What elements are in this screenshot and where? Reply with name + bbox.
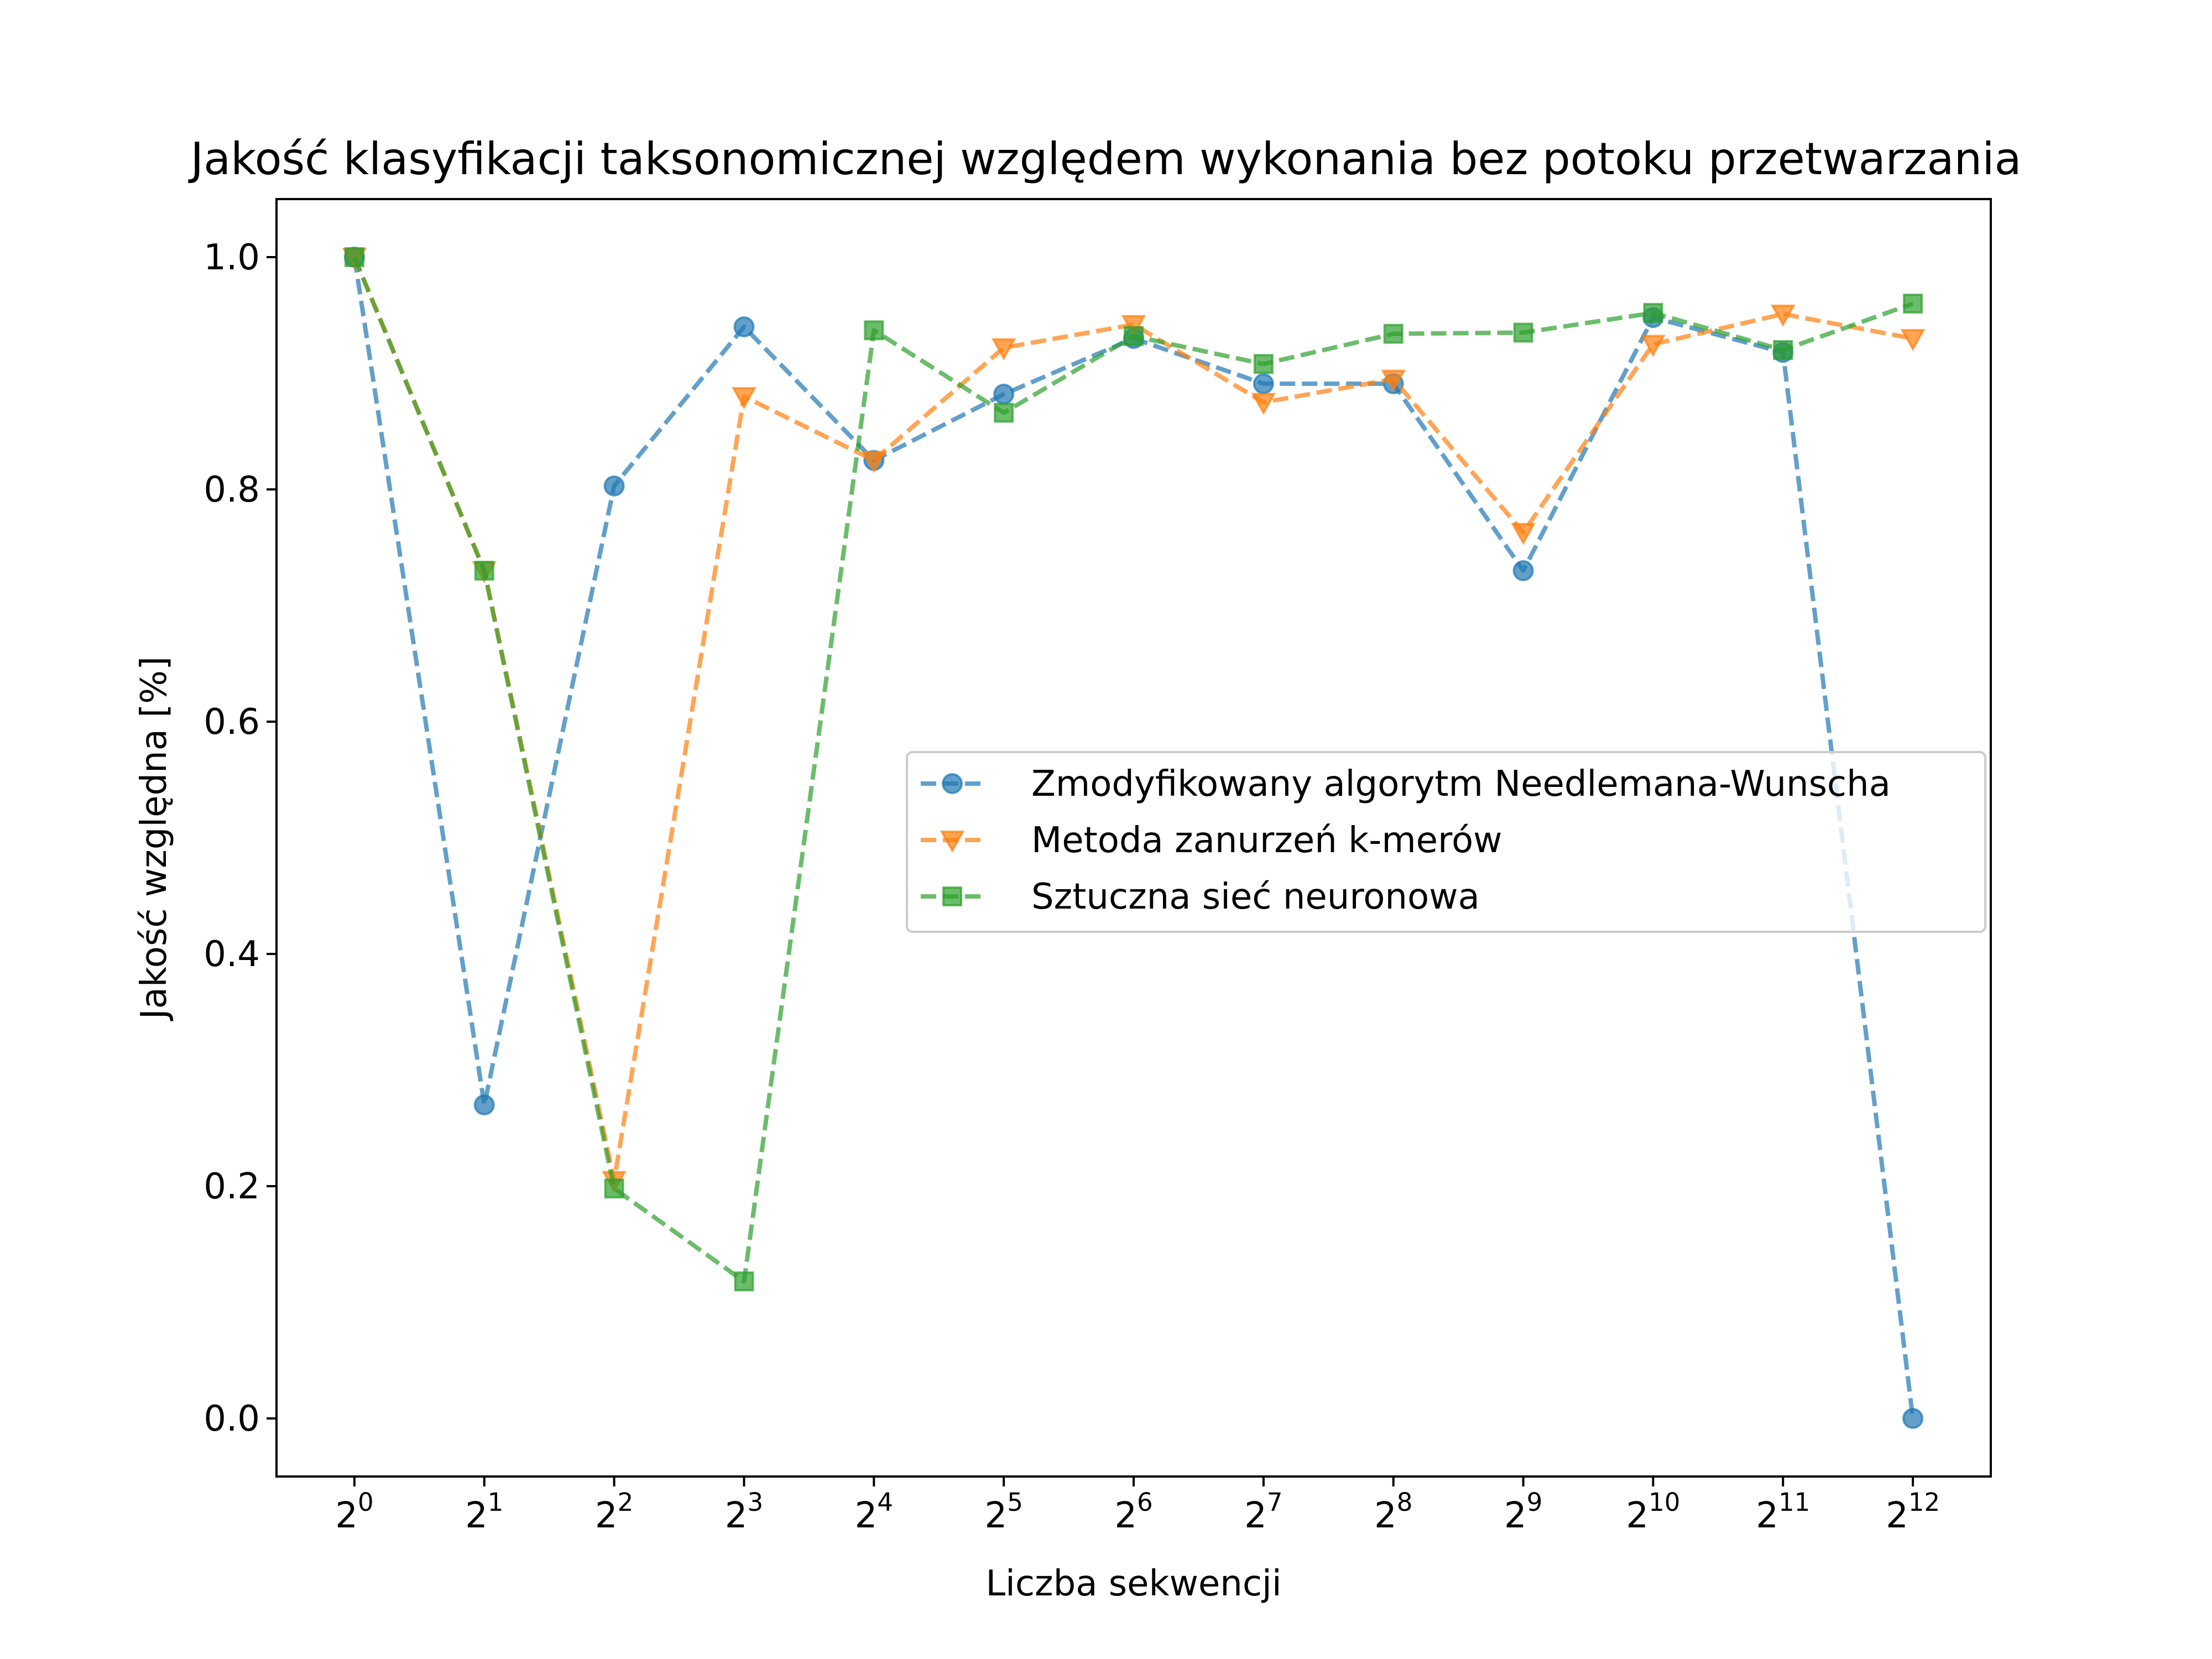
- data-point: [1900, 329, 1926, 352]
- data-point: [993, 383, 1015, 405]
- x-tick-label: 25: [984, 1488, 1022, 1536]
- legend: Zmodyfikowany algorytm Needlemana-Wunsch…: [906, 751, 1986, 933]
- legend-item: Sztuczna sieć neuronowa: [921, 877, 1480, 917]
- data-point: [1512, 560, 1534, 581]
- x-tick-label: 212: [1886, 1488, 1940, 1536]
- x-tick-label: 23: [725, 1488, 763, 1536]
- x-tick-label: 22: [595, 1488, 633, 1536]
- y-tick-label: 0.0: [204, 1399, 260, 1439]
- data-point: [344, 247, 364, 267]
- data-point: [1640, 335, 1666, 357]
- y-axis-label: Jakość względna [%]: [134, 656, 175, 1021]
- data-point: [994, 403, 1014, 423]
- x-tick-label: 27: [1244, 1488, 1282, 1536]
- data-point: [861, 451, 886, 473]
- legend-marker: [942, 886, 962, 906]
- data-point: [1773, 340, 1793, 360]
- plot-area: [342, 247, 1926, 1429]
- data-point: [1513, 322, 1533, 343]
- x-axis: 20 21 22 23 24 25 26 27 28 29 210 211 212: [335, 1477, 1940, 1536]
- series-line: [352, 256, 1913, 1183]
- series-2: [342, 248, 1926, 1193]
- y-tick-label: 0.8: [204, 469, 260, 510]
- data-point: [1903, 294, 1923, 314]
- data-point: [474, 561, 494, 581]
- legend-marker: [942, 773, 963, 794]
- x-tick-label: 210: [1626, 1488, 1680, 1536]
- data-point: [1121, 315, 1146, 337]
- y-tick-label: 0.2: [204, 1166, 260, 1207]
- x-axis-label: Liczba sekwencji: [985, 1563, 1281, 1604]
- legend-label: Zmodyfikowany algorytm Needlemana-Wunsch…: [1031, 764, 1891, 805]
- legend-label: Sztuczna sieć neuronowa: [1031, 877, 1480, 917]
- data-point: [1770, 304, 1796, 327]
- x-tick-label: 21: [465, 1488, 503, 1536]
- data-point: [732, 387, 757, 410]
- data-point: [1381, 369, 1406, 392]
- y-tick-label: 0.4: [204, 934, 260, 975]
- x-tick-label: 24: [855, 1488, 893, 1536]
- x-tick-label: 28: [1374, 1488, 1412, 1536]
- data-point: [1643, 302, 1663, 323]
- y-axis: 0.0 0.2 0.4 0.6 0.8 1.0: [204, 237, 276, 1439]
- data-point: [1511, 523, 1536, 545]
- data-point: [1902, 1408, 1924, 1429]
- legend-label: Metoda zanurzeń k-merów: [1031, 820, 1502, 861]
- legend-marker: [940, 831, 965, 853]
- data-point: [604, 1178, 624, 1199]
- data-point: [1253, 354, 1274, 374]
- series-3: [344, 247, 1923, 1292]
- legend-item: Metoda zanurzeń k-merów: [921, 820, 1502, 861]
- data-point: [1251, 393, 1276, 415]
- data-point: [733, 316, 755, 337]
- data-point: [1253, 373, 1274, 394]
- data-point: [734, 1271, 754, 1292]
- x-tick-label: 211: [1756, 1488, 1810, 1536]
- legend-box: [906, 751, 1986, 933]
- y-tick-label: 1.0: [204, 237, 260, 278]
- x-tick-label: 20: [335, 1488, 373, 1536]
- y-tick-label: 0.6: [204, 702, 260, 743]
- data-point: [864, 320, 884, 341]
- data-point: [1124, 326, 1144, 346]
- legend-item: Zmodyfikowany algorytm Needlemana-Wunsch…: [921, 764, 1891, 805]
- data-point: [1383, 324, 1404, 344]
- x-tick-label: 26: [1114, 1488, 1152, 1536]
- data-point: [473, 1094, 495, 1115]
- x-tick-label: 29: [1504, 1488, 1542, 1536]
- chart-title: Jakość klasyfikacji taksonomicznej wzglę…: [188, 133, 2022, 185]
- data-point: [991, 338, 1016, 361]
- data-point: [603, 475, 625, 497]
